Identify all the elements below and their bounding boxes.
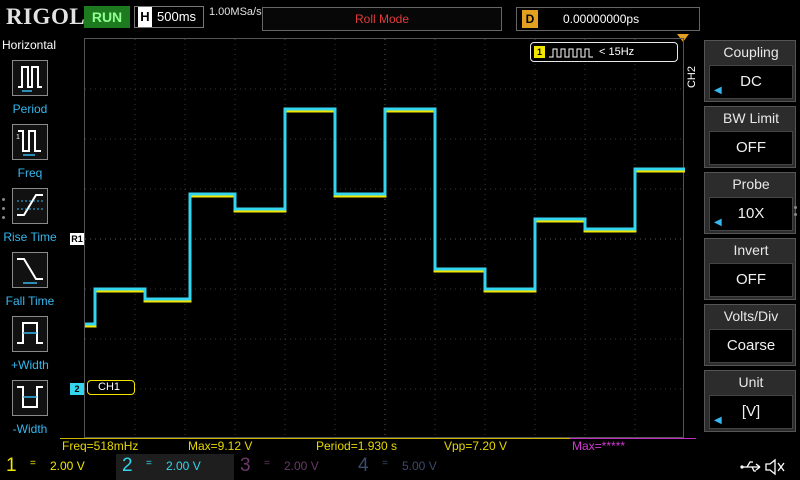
brand-logo: RIGOL: [6, 4, 86, 29]
ch2-coupling-icon: =: [146, 458, 152, 469]
menu-channel-label: CH2: [686, 66, 698, 89]
top-status-bar: RIGOL RUN H 500ms 1.00MSa/s Roll Mode D …: [0, 0, 800, 36]
ch2-status[interactable]: 2 = 2.00 V: [116, 454, 234, 480]
ch3-status[interactable]: 3 = 2.00 V: [234, 454, 352, 480]
bw-limit-softkey[interactable]: BW Limit OFF: [704, 106, 796, 168]
pulse-train-icon: [549, 48, 593, 58]
measurement-max[interactable]: Max=9.12 V: [186, 438, 314, 453]
ch3-coupling-icon: =: [264, 458, 270, 469]
invert-title: Invert: [733, 242, 769, 258]
timebase-value: 500ms: [157, 9, 197, 24]
probe-value: ◀ 10X: [709, 197, 793, 231]
period-label: Period: [12, 102, 48, 116]
timebase-label: H: [138, 7, 152, 27]
ch1-coupling-icon: =: [30, 458, 36, 469]
ch1-label-tag: CH1: [87, 380, 135, 395]
graticule: [85, 39, 685, 439]
negative-width-icon: [12, 380, 48, 416]
rise-time-icon: [12, 188, 48, 224]
bw-limit-value: OFF: [709, 131, 793, 165]
horizontal-menu: Horizontal Period 1 Freq Rise Time Fall …: [0, 36, 60, 436]
unit-softkey[interactable]: Unit ◀ [V]: [704, 370, 796, 432]
positive-width-icon: [12, 316, 48, 352]
period-button[interactable]: Period: [0, 56, 60, 120]
volts-div-value: Coarse: [709, 329, 793, 363]
negative-width-button[interactable]: -Width: [0, 376, 60, 440]
delay-value: 0.00000000ps: [563, 12, 640, 26]
ch2-waveform: [85, 107, 685, 326]
ch3-number: 3: [240, 455, 251, 476]
probe-title: Probe: [732, 176, 770, 192]
left-menu-page-dots: [2, 198, 6, 228]
rise-time-button[interactable]: Rise Time: [0, 184, 60, 248]
timebase-display[interactable]: H 500ms: [134, 6, 204, 28]
probe-softkey[interactable]: Probe ◀ 10X: [704, 172, 796, 234]
ch4-coupling-icon: =: [382, 458, 388, 469]
negative-width-label: -Width: [12, 422, 48, 436]
ch1-waveform: [85, 109, 685, 328]
coupling-value: ◀ DC: [709, 65, 793, 99]
ch2-number: 2: [122, 455, 133, 476]
freq-button[interactable]: 1 Freq: [0, 120, 60, 184]
run-stop-button[interactable]: RUN: [84, 6, 130, 28]
ch4-scale: 5.00 V: [402, 459, 437, 473]
unit-value: ◀ [V]: [709, 395, 793, 429]
invert-softkey[interactable]: Invert OFF: [704, 238, 796, 300]
freq-label: Freq: [17, 166, 43, 180]
rise-time-label: Rise Time: [3, 230, 57, 244]
delay-display[interactable]: D 0.00000000ps: [516, 7, 700, 31]
ch1-scale: 2.00 V: [50, 459, 85, 473]
freq-icon: 1: [12, 124, 48, 160]
unit-title: Unit: [738, 374, 764, 390]
right-menu-page-dots: [794, 206, 798, 220]
frequency-counter-value: < 15Hz: [599, 46, 635, 58]
ch1-status[interactable]: 1 = 2.00 V: [0, 454, 118, 480]
usb-icon: [740, 461, 761, 472]
delay-label: D: [522, 10, 538, 28]
bw-limit-title: BW Limit: [723, 110, 779, 126]
channel-status-bar: 1 = 2.00 V 2 = 2.00 V 3 = 2.00 V 4 = 5.0…: [0, 452, 800, 480]
measurement-vpp[interactable]: Vpp=7.20 V: [442, 438, 570, 453]
knob-arrow-icon: ◀: [714, 85, 722, 96]
volts-div-title: Volts/Div: [723, 308, 779, 324]
coupling-softkey[interactable]: Coupling ◀ DC: [704, 40, 796, 102]
fall-time-icon: [12, 252, 48, 288]
ch2-offset-marker[interactable]: 2: [70, 383, 84, 395]
knob-arrow-icon: ◀: [714, 217, 722, 228]
measurement-max-ch2[interactable]: Max=*****: [570, 438, 696, 453]
measurement-period[interactable]: Period=1.930 s: [314, 438, 442, 453]
knob-arrow-icon: ◀: [714, 415, 722, 426]
fall-time-label: Fall Time: [5, 294, 55, 308]
positive-width-label: +Width: [11, 358, 49, 372]
invert-value: OFF: [709, 263, 793, 297]
ch4-status[interactable]: 4 = 5.00 V: [352, 454, 470, 480]
waveform-display[interactable]: [84, 38, 685, 439]
coupling-title: Coupling: [723, 44, 779, 60]
frequency-counter: 1 < 15Hz: [530, 42, 678, 62]
ch3-scale: 2.00 V: [284, 459, 319, 473]
speaker-mute-icon[interactable]: [764, 457, 786, 477]
ch1-number: 1: [6, 455, 17, 476]
positive-width-button[interactable]: +Width: [0, 312, 60, 376]
reference-marker[interactable]: R1: [70, 233, 84, 245]
measurement-bar: Freq=518mHz Max=9.12 V Period=1.930 s Vp…: [60, 438, 700, 453]
ch4-number: 4: [358, 455, 369, 476]
sample-rate: 1.00MSa/s: [209, 6, 262, 18]
period-icon: [12, 60, 48, 96]
ch2-scale: 2.00 V: [166, 459, 201, 473]
mode-indicator: Roll Mode: [262, 7, 502, 31]
frequency-counter-channel: 1: [534, 46, 545, 58]
horizontal-title: Horizontal: [2, 38, 57, 52]
measurement-freq[interactable]: Freq=518mHz: [60, 438, 186, 453]
fall-time-button[interactable]: Fall Time: [0, 248, 60, 312]
svg-text:1: 1: [16, 134, 20, 141]
channel-menu: Coupling ◀ DC BW Limit OFF Probe ◀ 10X Inv…: [704, 36, 800, 436]
volts-div-softkey[interactable]: Volts/Div Coarse: [704, 304, 796, 366]
